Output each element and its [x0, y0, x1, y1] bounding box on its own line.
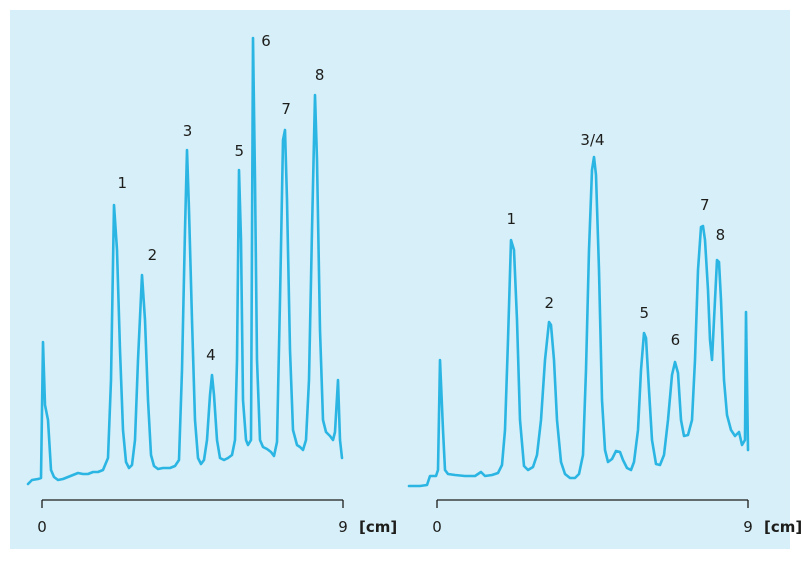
right-trace-line	[407, 155, 750, 488]
left-peak-label-3: 3	[183, 122, 193, 140]
right-x-axis-unit-label: [cm]	[764, 518, 801, 536]
right-peak-label-5: 6	[671, 331, 681, 349]
left-x-axis	[41, 499, 344, 508]
left-x-axis-unit-label: [cm]	[359, 518, 397, 536]
left-x-tick-label-1: 0	[37, 518, 47, 536]
left-peak-label-6: 6	[261, 32, 271, 50]
left-peak-label-7: 7	[281, 100, 291, 118]
right-peak-label-3: 3/4	[580, 131, 604, 149]
right-x-axis	[436, 499, 749, 508]
right-peak-label-1: 1	[507, 210, 517, 228]
left-peak-label-1: 1	[117, 174, 127, 192]
chart-left: 1 2 3 4 5 6 7 8 0 9 [cm]	[26, 32, 397, 536]
left-peak-label-5: 5	[235, 142, 245, 160]
left-trace-line	[26, 36, 344, 486]
right-x-tick-label-1: 0	[432, 518, 442, 536]
right-peak-label-7: 8	[716, 226, 726, 244]
right-peak-label-6: 7	[700, 196, 710, 214]
left-peak-label-8: 8	[315, 66, 325, 84]
left-peak-label-4: 4	[206, 346, 216, 364]
right-peak-label-4: 5	[640, 304, 650, 322]
right-x-tick-label-2: 9	[743, 518, 753, 536]
right-peak-label-2: 2	[545, 294, 555, 312]
chart-figure	[10, 10, 790, 549]
chart-right: 1 2 3/4 5 6 78 0 9 [cm]	[407, 131, 801, 536]
left-peak-label-2: 2	[148, 246, 158, 264]
left-x-tick-label-2: 9	[338, 518, 348, 536]
